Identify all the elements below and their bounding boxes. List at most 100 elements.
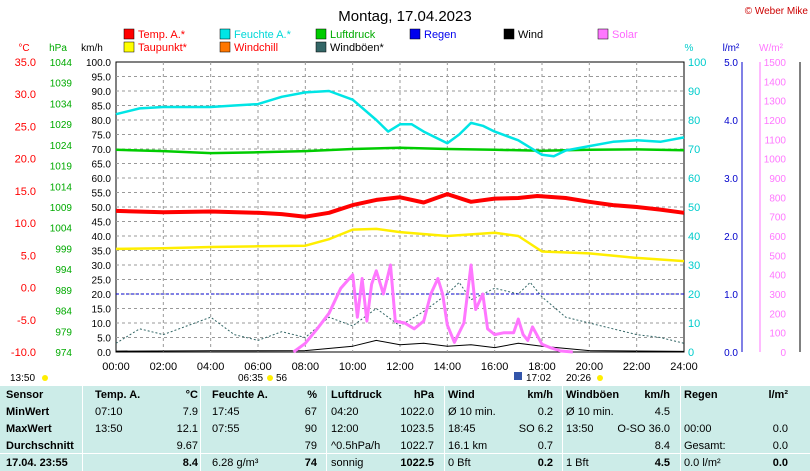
table-cell: Gesamt: [684,440,726,452]
time-markers: 13:50 06:35 56 17:02 20:26 [10,372,603,384]
solar-tick-label: 700 [769,213,786,224]
stats-table: Sensor Temp. A. °C Feuchte A.% Luftdruck hPa W… [0,386,810,471]
table-cell: l/m² [768,389,788,401]
wind-tick-label: 100.0 [86,58,111,69]
legend-swatch [123,41,135,53]
table-cell: 18:45 [448,423,476,435]
solar-tick-label: 900 [769,174,786,185]
table-divider [562,386,563,471]
table-divider [0,453,810,454]
solar-tick-label: 0 [780,348,786,359]
table-cell: 4.5 [654,406,670,418]
series-line [115,339,685,352]
humidity-tick-label: 70 [688,144,700,156]
table-row: MinWert 07:10 7.9 17:45 67 04:20 1022.0 Ø 10 mi… [0,404,810,420]
table-cell: 1022.5 [400,457,434,469]
temp-tick-label: 10.0 [15,218,36,230]
table-cell: MaxWert [6,423,52,435]
marker-text: 06:35 [238,373,263,384]
table-cell: 79 [304,440,317,452]
humidity-tick-label: 100 [688,57,706,69]
solar-tick-label: 100 [769,329,786,340]
temp-tick-label: 0.0 [21,283,36,295]
rain-tick-label: 3.0 [724,174,738,185]
table-cell: 1 Bft [566,457,589,469]
legend-swatch [315,41,327,53]
credit-text: © Weber Mike [745,6,809,17]
solar-tick-label: 800 [769,193,786,204]
legend-label: Windböen* [330,42,385,54]
pressure-unit: hPa [49,43,67,54]
wind-tick-label: 5.0 [97,334,111,345]
table-cell: 1022.0 [400,406,434,418]
humidity-tick-label: 60 [688,173,700,185]
table-cell: 04:20 [331,406,359,418]
pressure-tick-label: 999 [55,244,72,255]
marker-sun [597,375,603,381]
wind-tick-label: 25.0 [92,276,112,287]
table-cell: hPa [413,389,434,401]
pressure-tick-label: 1029 [50,120,73,131]
legend-swatch [219,41,231,53]
legend-swatch [503,28,515,40]
table-cell: ^0.5hPa/h [331,440,381,452]
table-cell: 0.0 [772,423,788,435]
wind-tick-label: 10.0 [92,319,112,330]
legend-swatch [409,28,421,40]
legend: Temp. A.* Feuchte A.* Luftdruck Regen Wind So… [123,28,638,54]
wind-tick-label: 80.0 [92,116,112,127]
wind-tick-label: 35.0 [92,247,112,258]
table-cell: Sensor [6,389,44,401]
solar-tick-label: 500 [769,251,786,262]
table-cell: 13:50 [566,423,594,435]
series-line [115,89,685,158]
table-cell: 00:00 [684,423,712,435]
pressure-tick-label: 979 [55,327,72,338]
solar-tick-label: 1000 [764,155,787,166]
legend-label: Windchill [234,42,278,54]
legend-label: Wind [518,29,543,41]
table-cell: km/h [644,389,670,401]
wind-unit: km/h [81,43,103,54]
rain-tick-label: 2.0 [724,232,738,243]
table-cell: 12:00 [331,423,359,435]
series-line [115,227,685,263]
humidity-tick-label: 20 [688,289,700,301]
pressure-tick-label: 1004 [50,224,73,235]
rain-tick-label: 4.0 [724,116,738,127]
table-cell: 0.7 [537,440,553,452]
legend-swatch [597,28,609,40]
pressure-tick-label: 1034 [50,99,73,110]
rain-tick-label: 5.0 [724,58,738,69]
table-cell: 16.1 km [448,440,488,452]
table-cell: 0.2 [537,406,553,418]
table-row: 17.04. 23:55 8.4 6.28 g/m³ 74 sonnig 1022.5 0 … [0,455,810,471]
table-cell: °C [185,389,198,401]
pressure-tick-label: 974 [55,348,72,359]
solar-tick-label: 1300 [764,97,787,108]
wind-tick-label: 40.0 [92,232,112,243]
time-tick-label: 24:00 [670,361,698,373]
legend-label: Temp. A.* [138,29,186,41]
legend-swatch [219,28,231,40]
series-line [115,192,685,219]
table-cell: km/h [527,389,553,401]
legend-swatch [123,28,135,40]
table-cell: Wind [448,389,475,401]
axes: °C hPa km/h% l/m² W/m² 35.0 30.0 25.0 20.0 15.0 10… [11,43,801,373]
temp-tick-label: -5.0 [17,315,36,327]
table-cell: Temp. A. [95,389,141,401]
pressure-tick-label: 984 [55,307,72,318]
table-cell: Durchschnitt [6,440,74,452]
table-cell: 67 [304,406,317,418]
pressure-tick-label: 1039 [50,79,73,90]
table-divider [444,386,445,471]
humidity-tick-label: 90 [688,86,700,98]
table-cell: Regen [684,389,718,401]
wind-tick-label: 95.0 [92,73,112,84]
legend-label: Luftdruck [330,29,376,41]
time-tick-label: 16:00 [481,361,509,373]
time-tick-label: 04:00 [197,361,225,373]
temp-tick-label: 25.0 [15,121,36,133]
table-header-row: Sensor Temp. A. °C Feuchte A.% Luftdruck hPa W… [0,387,810,403]
